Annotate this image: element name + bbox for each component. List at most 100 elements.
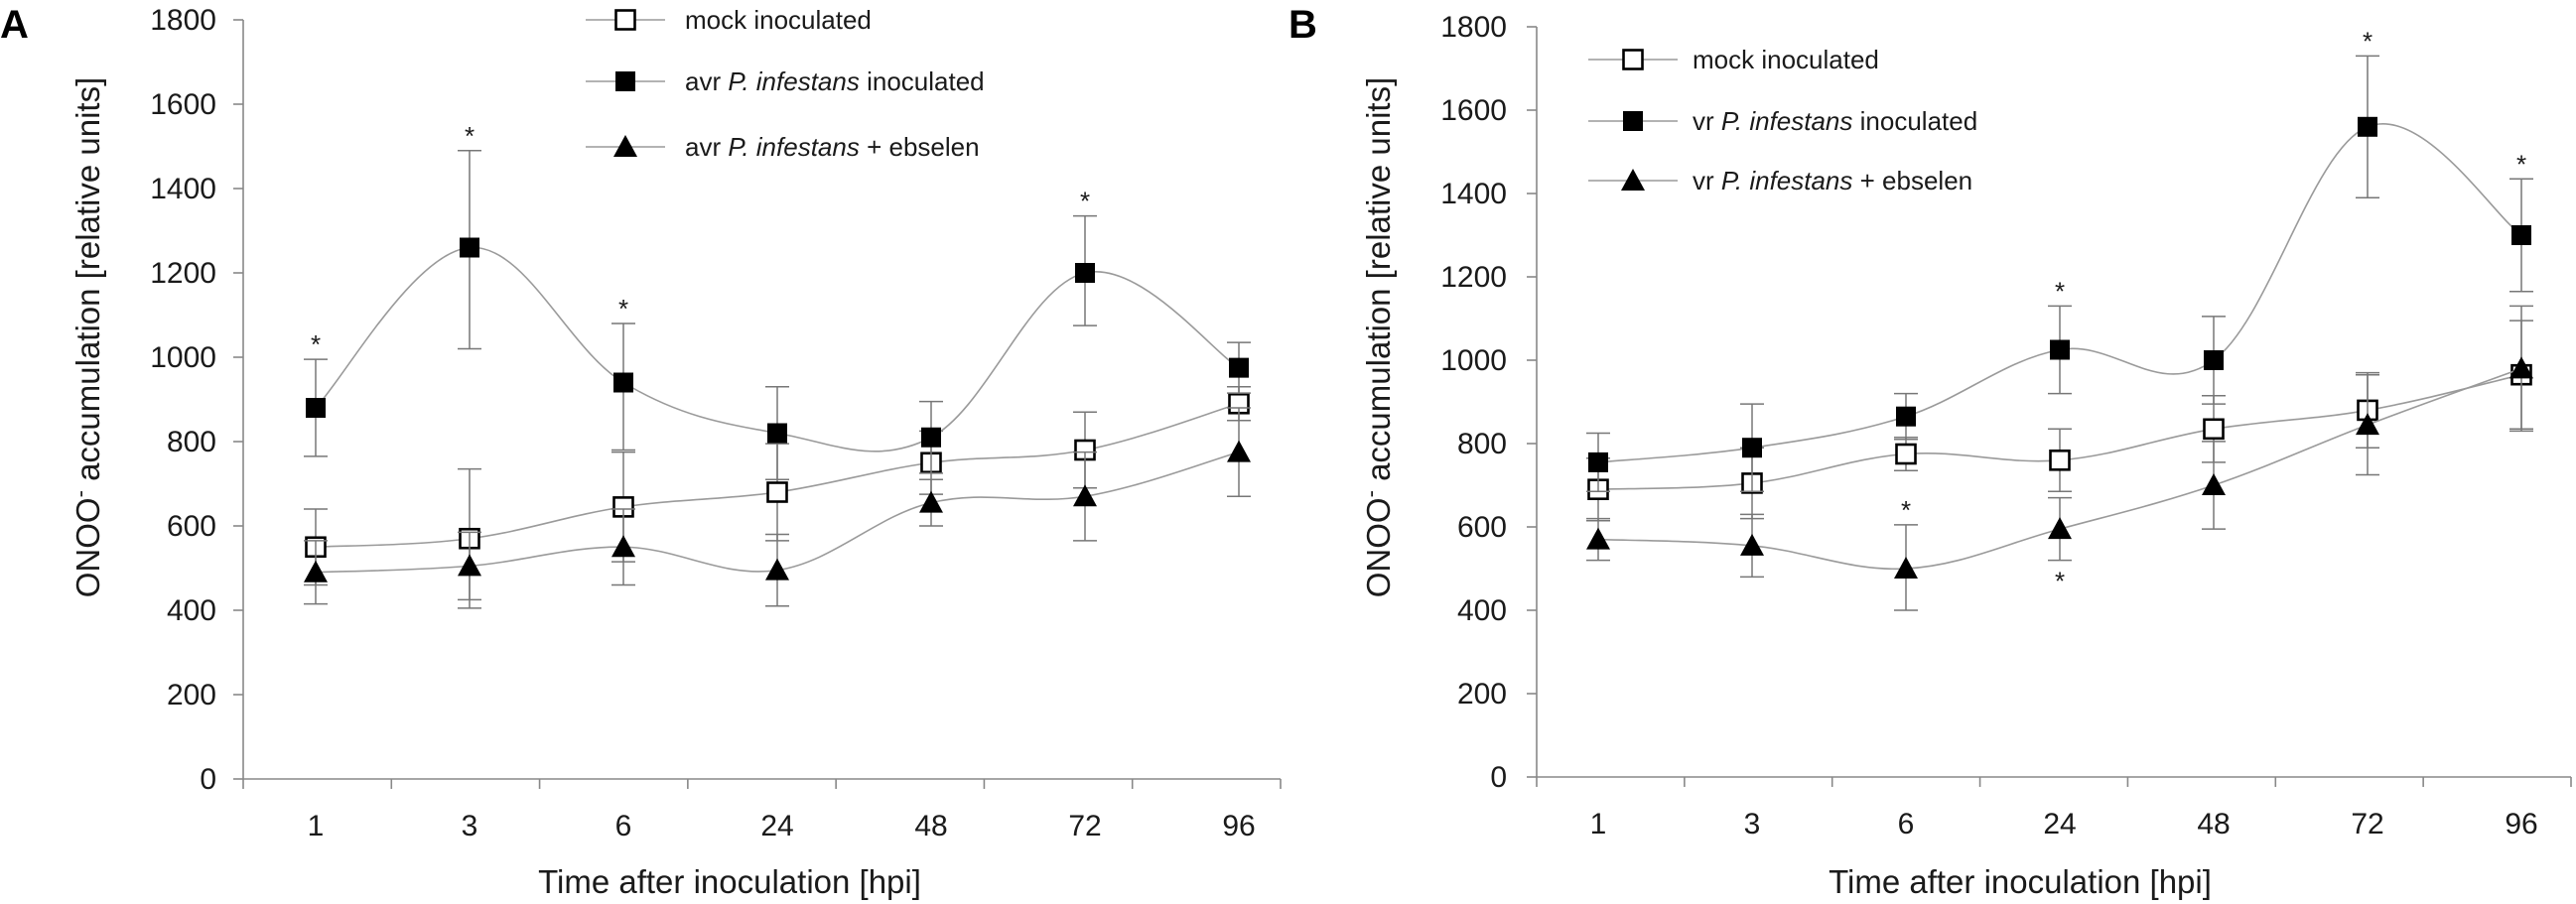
y-tick-label: 1200 — [150, 257, 216, 290]
data-point — [2509, 356, 2533, 379]
data-point — [1586, 527, 1610, 550]
data-point — [1740, 533, 1764, 556]
ylabel-onoo: ONOO — [69, 497, 106, 597]
ylabel-rest: accumulation [relative units] — [1360, 77, 1397, 490]
y-tick-label: 1600 — [150, 88, 216, 121]
panel-b-series: * * * * * — [1586, 26, 2533, 611]
series-3 — [1586, 305, 2533, 611]
panel-b: B 0 200 400 600 800 1000 1200 1400 1600 1800 1 3 6 24… — [1288, 3, 2572, 900]
legend-marker — [1622, 49, 1644, 70]
data-point — [304, 560, 328, 582]
data-point — [766, 481, 788, 503]
legend-marker — [1623, 111, 1643, 131]
y-tick-label: 0 — [200, 763, 216, 796]
x-tick-label: 48 — [2197, 808, 2230, 840]
legend-label: vr P. infestans + ebselen — [1693, 166, 1972, 195]
data-point — [1075, 263, 1095, 283]
panel-a-series: * * * * — [304, 121, 1251, 609]
y-tick-label: 1800 — [1440, 11, 1507, 44]
y-tick-label: 600 — [1457, 511, 1507, 544]
data-point — [613, 372, 633, 393]
significance-star: * — [1901, 495, 1911, 525]
data-point — [2049, 449, 2071, 471]
x-tick-label: 72 — [2351, 808, 2383, 840]
data-point — [921, 427, 941, 448]
data-point — [458, 554, 481, 577]
y-tick-label: 600 — [167, 510, 216, 543]
series-2 — [304, 150, 1251, 480]
x-tick-label: 24 — [2043, 808, 2076, 840]
y-tick-label: 200 — [1457, 678, 1507, 710]
data-point — [1896, 406, 1916, 427]
data-point — [1588, 452, 1608, 472]
y-tick-label: 0 — [1490, 761, 1507, 794]
data-point — [1895, 443, 1917, 465]
y-tick-label: 1000 — [1440, 344, 1507, 377]
legend-entry-1: mock inoculated — [1588, 45, 1879, 74]
x-tick-label: 1 — [308, 810, 325, 842]
x-tick-label: 1 — [1590, 808, 1607, 840]
y-tick-label: 400 — [1457, 594, 1507, 627]
data-point — [2358, 116, 2377, 137]
significance-star: * — [311, 329, 321, 359]
legend-label: avr P. infestans + ebselen — [685, 132, 980, 162]
y-tick-label: 1000 — [150, 341, 216, 374]
legend-entry-3: avr P. infestans + ebselen — [586, 132, 980, 162]
data-point — [2511, 225, 2531, 245]
data-point — [2048, 517, 2072, 540]
ylabel-rest: accumulation [relative units] — [69, 77, 106, 490]
panel-b-legend: mock inoculated vr P. infestans inoculate… — [1588, 45, 1977, 195]
data-point — [765, 558, 789, 581]
ylabel-onoo: ONOO — [1360, 497, 1397, 597]
x-tick-label: 3 — [1744, 808, 1761, 840]
legend-marker — [614, 9, 636, 31]
significance-star: * — [2363, 26, 2373, 56]
data-point — [2050, 339, 2070, 360]
x-tick-label: 72 — [1068, 810, 1101, 842]
significance-star: * — [1080, 187, 1090, 216]
legend-entry-3: vr P. infestans + ebselen — [1588, 166, 1972, 195]
panel-a: A 0 200 400 600 800 1000 1200 1400 1600 1800 1 3 6 24… — [0, 3, 1282, 900]
data-point — [306, 398, 326, 418]
x-tick-label: 6 — [1898, 808, 1915, 840]
y-tick-label: 1200 — [1440, 261, 1507, 294]
legend-entry-2: avr P. infestans inoculated — [586, 66, 985, 96]
ylabel-superscript: - — [68, 490, 92, 497]
panel-b-y-axis-title: ONOO- accumulation [relative units] — [1358, 77, 1397, 598]
x-tick-label: 48 — [914, 810, 947, 842]
series-3 — [304, 407, 1251, 607]
y-tick-label: 1600 — [1440, 94, 1507, 127]
data-point — [460, 237, 479, 258]
legend-label: mock inoculated — [1693, 45, 1879, 74]
panel-a-x-axis-title: Time after inoculation [hpi] — [538, 863, 921, 900]
y-tick-label: 800 — [167, 426, 216, 458]
data-point — [1073, 484, 1097, 507]
data-point — [2203, 418, 2225, 441]
x-tick-label: 3 — [462, 810, 478, 842]
y-tick-label: 400 — [167, 594, 216, 627]
y-tick-label: 800 — [1457, 428, 1507, 460]
series-2 — [1586, 55, 2533, 493]
data-point — [1227, 440, 1251, 462]
significance-star: * — [2516, 149, 2526, 179]
data-point — [767, 423, 787, 444]
legend-marker — [615, 71, 635, 91]
x-tick-label: 24 — [760, 810, 793, 842]
x-tick-label: 96 — [2505, 808, 2537, 840]
legend-marker — [613, 135, 637, 157]
panel-a-legend: mock inoculated avr P. infestans inoculat… — [586, 5, 985, 162]
panel-b-axes: 0 200 400 600 800 1000 1200 1400 1600 1800 1 3 6 24 48… — [1440, 11, 2572, 840]
panel-letter-a: A — [0, 3, 29, 47]
y-tick-label: 200 — [167, 679, 216, 711]
legend-entry-1: mock inoculated — [586, 5, 872, 35]
data-point — [2204, 350, 2224, 370]
data-point — [1229, 357, 1249, 378]
panel-a-y-axis-title: ONOO- accumulation [relative units] — [68, 77, 106, 598]
significance-star: * — [2055, 567, 2065, 596]
panel-a-axes: 0 200 400 600 800 1000 1200 1400 1600 1800 1 3 6 24 48… — [150, 4, 1282, 842]
significance-star: * — [618, 294, 628, 323]
legend-label: mock inoculated — [685, 5, 872, 35]
data-point — [2202, 473, 2226, 495]
data-point — [2356, 413, 2379, 436]
